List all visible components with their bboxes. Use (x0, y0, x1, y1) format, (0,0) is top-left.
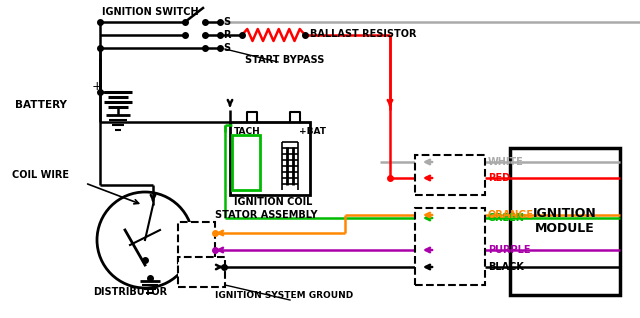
Text: IGNITION COIL: IGNITION COIL (234, 197, 312, 207)
Bar (178, 257, 225, 287)
Text: WHITE: WHITE (488, 157, 524, 167)
Text: R: R (223, 30, 230, 40)
Text: PURPLE: PURPLE (488, 245, 531, 255)
Bar (415, 208, 485, 285)
Text: S: S (223, 17, 230, 27)
Text: DISTRIBUTOR: DISTRIBUTOR (93, 287, 167, 297)
Bar (230, 122, 310, 195)
Text: START BYPASS: START BYPASS (245, 55, 324, 65)
Bar (415, 155, 485, 195)
Text: COIL WIRE: COIL WIRE (12, 170, 69, 180)
Text: GREEN: GREEN (488, 213, 525, 223)
Text: IGNITION SYSTEM GROUND: IGNITION SYSTEM GROUND (215, 291, 353, 300)
Text: BLACK: BLACK (488, 262, 524, 272)
Text: ORANGE: ORANGE (488, 210, 534, 220)
Text: RED: RED (488, 173, 510, 183)
Text: IGNITION
MODULE: IGNITION MODULE (533, 207, 597, 235)
Text: STATOR ASSEMBLY: STATOR ASSEMBLY (215, 210, 317, 220)
Bar (510, 148, 620, 295)
Text: +: + (92, 80, 102, 93)
Bar (178, 222, 215, 268)
Text: +BAT: +BAT (299, 128, 326, 136)
Bar (232, 135, 260, 190)
Text: TACH: TACH (234, 128, 260, 136)
Text: BATTERY: BATTERY (15, 100, 67, 110)
Text: IGNITION SWITCH: IGNITION SWITCH (102, 7, 198, 17)
Text: S: S (223, 43, 230, 53)
Circle shape (97, 192, 193, 288)
Text: BALLAST RESISTOR: BALLAST RESISTOR (310, 29, 417, 39)
